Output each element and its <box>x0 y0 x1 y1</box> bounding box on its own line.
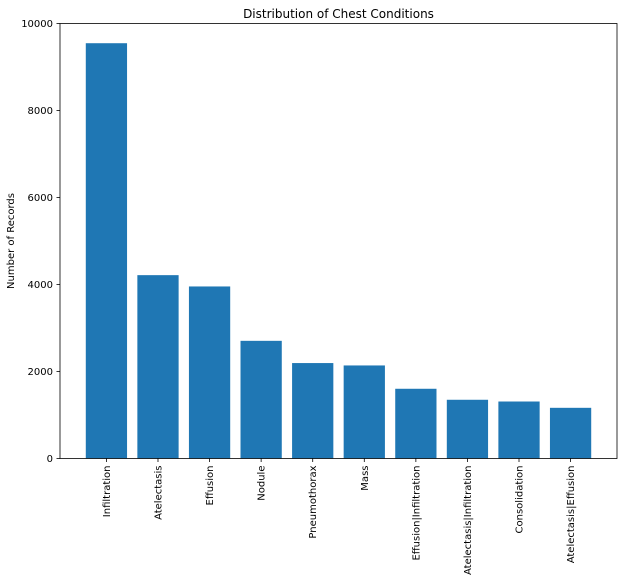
bar-effusion <box>188 286 231 459</box>
y-axis-ticks: 0 2000 4000 6000 8000 10000 <box>21 19 60 465</box>
x-tick-label: Effusion|Infiltration <box>411 465 422 560</box>
chart-title: Distribution of Chest Conditions <box>243 7 434 21</box>
plot-frame <box>59 23 618 459</box>
x-tick-label: Effusion <box>205 466 216 506</box>
x-tick-label: Pneumothorax <box>308 465 319 538</box>
y-tick-label: 8000 <box>28 106 53 117</box>
x-tick-label: Atelectasis <box>153 466 164 520</box>
bar-mass <box>343 365 385 459</box>
bar-consolidation <box>498 401 540 459</box>
bar-pneumothorax <box>292 363 334 459</box>
bars-group <box>85 43 592 459</box>
y-tick-label: 0 <box>47 454 53 465</box>
y-tick-label: 2000 <box>28 367 53 378</box>
y-tick-label: 10000 <box>21 19 53 30</box>
x-tick-label: Consolidation <box>515 466 526 534</box>
bar-atelectasis <box>137 275 179 459</box>
bar-atelectasis-effusion <box>549 407 592 459</box>
bar-nodule <box>240 340 282 459</box>
x-tick-label: Nodule <box>257 466 268 501</box>
x-tick-label: Atelectasis|Effusion <box>566 466 577 564</box>
bar-effusion-infiltration <box>395 388 437 459</box>
bar-infiltration <box>85 43 128 459</box>
y-tick-label: 4000 <box>28 280 53 291</box>
x-axis-ticks: Infiltration Atelectasis Effusion Nodule Pne… <box>102 458 577 575</box>
x-tick-label: Infiltration <box>102 466 113 518</box>
x-tick-label: Mass <box>360 466 371 491</box>
x-tick-label: Atelectasis|Infiltration <box>463 466 474 575</box>
y-axis-label: Number of Records <box>6 193 17 289</box>
y-tick-label: 6000 <box>28 193 53 204</box>
bar-atelectasis-infiltration <box>446 399 489 459</box>
